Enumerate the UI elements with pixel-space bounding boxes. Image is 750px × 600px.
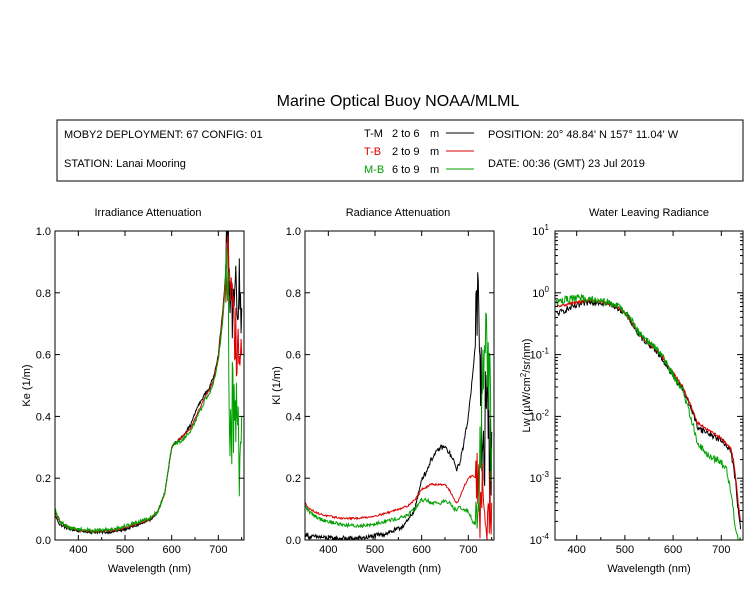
- y-tick-label: 0.2: [286, 473, 301, 485]
- y-tick-label: 0.8: [286, 288, 301, 300]
- legend-range: 6 to 9: [392, 164, 420, 176]
- y-tick-label: 0.4: [36, 411, 51, 423]
- y-tick-label: 0.0: [286, 535, 301, 547]
- legend-unit: m: [430, 146, 439, 158]
- y-tick-label: 101: [532, 223, 549, 238]
- y-tick-exponent: -4: [542, 532, 550, 541]
- y-tick-label: 10-3: [530, 470, 550, 485]
- legend-code: T-M: [364, 128, 383, 140]
- x-tick-label: 400: [69, 544, 87, 556]
- chart-panels: Irradiance Attenuation 400 500 600 700 0.0 0.2…: [21, 207, 744, 575]
- y-axis-label-rest: /sr/nm): [521, 339, 533, 373]
- main-title: Marine Optical Buoy NOAA/MLML: [277, 93, 520, 110]
- series-line-t-m: [556, 299, 742, 530]
- x-tick-label: 600: [162, 544, 180, 556]
- series-line-m-b: [555, 293, 742, 540]
- y-tick-exponent: 1: [545, 223, 550, 232]
- chart-title: Water Leaving Radiance: [589, 207, 709, 219]
- y-tick-label: 0.2: [36, 473, 51, 485]
- series-line-t-b: [556, 297, 742, 522]
- legend-range: 2 to 6: [392, 128, 420, 140]
- y-tick-label: 0.8: [36, 288, 51, 300]
- series-line-t-m: [55, 231, 243, 535]
- series-line-m-b: [55, 247, 243, 534]
- info-box: [56, 119, 744, 182]
- y-tick-label: 0.6: [36, 350, 51, 362]
- series-line-t-m: [305, 272, 493, 540]
- x-tick-label: 700: [712, 544, 730, 556]
- y-axis-label: Ke (1/m): [21, 364, 33, 406]
- y-axis-label-exponent: 2: [519, 372, 528, 377]
- y-tick-label: 1.0: [286, 226, 301, 238]
- chart-panel-2: Radiance Attenuation 400 500 600 700 0.0 0.2 0.…: [271, 207, 495, 575]
- y-axis-label: Kl (1/m): [271, 366, 283, 405]
- date-text: DATE: 00:36 (GMT) 23 Jul 2019: [488, 158, 645, 170]
- legend-unit: m: [430, 164, 439, 176]
- x-tick-label: 500: [616, 544, 634, 556]
- station-text: STATION: Lanai Mooring: [64, 158, 186, 170]
- chart-panel-1: Irradiance Attenuation 400 500 600 700 0.0 0.2…: [21, 207, 245, 575]
- x-axis-label: Wavelength (nm): [607, 563, 690, 575]
- legend-entry-m-b: M-B 6 to 9 m: [364, 164, 474, 176]
- series-group: [55, 231, 243, 535]
- position-text: POSITION: 20° 48.84' N 157° 11.04' W: [488, 129, 679, 141]
- plot-frame: [304, 230, 495, 541]
- legend-range: 2 to 9: [392, 146, 420, 158]
- y-tick-label: 0.0: [36, 535, 51, 547]
- legend-entry-t-m: T-M 2 to 6 m: [364, 128, 474, 140]
- x-tick-label: 700: [459, 544, 477, 556]
- legend-entry-t-b: T-B 2 to 9 m: [364, 146, 474, 158]
- y-tick-label: 1.0: [36, 226, 51, 238]
- chart-title: Radiance Attenuation: [346, 207, 451, 219]
- legend-code: M-B: [364, 164, 384, 176]
- y-tick-exponent: -1: [542, 347, 550, 356]
- y-tick-label: 10-4: [530, 532, 550, 547]
- x-tick-label: 400: [568, 544, 586, 556]
- x-tick-label: 600: [664, 544, 682, 556]
- x-axis-label: Wavelength (nm): [358, 563, 441, 575]
- plot-frame: [54, 230, 245, 541]
- x-tick-label: 500: [116, 544, 134, 556]
- x-tick-label: 500: [366, 544, 384, 556]
- legend: T-M 2 to 6 m T-B 2 to 9 m M-B 6 to 9 m: [364, 128, 474, 176]
- y-tick-label: 0.4: [286, 411, 301, 423]
- deployment-text: MOBY2 DEPLOYMENT: 67 CONFIG: 01: [64, 129, 263, 141]
- y-tick-exponent: 0: [545, 285, 550, 294]
- legend-code: T-B: [364, 146, 381, 158]
- series-group: [555, 293, 742, 540]
- series-line-t-b: [305, 452, 493, 540]
- y-tick-label: 100: [532, 285, 549, 300]
- x-tick-label: 700: [209, 544, 227, 556]
- series-line-m-b: [305, 312, 493, 529]
- plot-frame: [554, 230, 744, 541]
- y-tick-label: 0.6: [286, 350, 301, 362]
- x-tick-label: 600: [412, 544, 430, 556]
- y-tick-exponent: -2: [542, 408, 550, 417]
- x-tick-label: 400: [319, 544, 337, 556]
- chart-title: Irradiance Attenuation: [94, 207, 201, 219]
- y-tick-exponent: -3: [542, 470, 550, 479]
- y-axis-label: Lw (µW/cm2/sr/nm): [519, 339, 533, 433]
- legend-unit: m: [430, 128, 439, 140]
- series-group: [305, 272, 493, 540]
- x-axis-label: Wavelength (nm): [108, 563, 191, 575]
